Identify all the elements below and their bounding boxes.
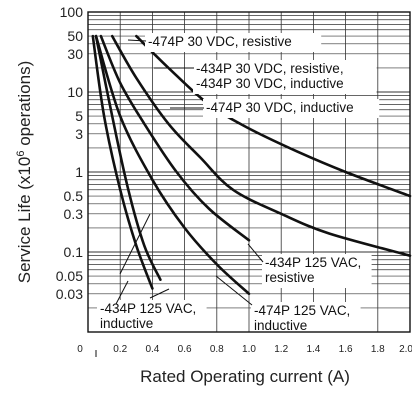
y-axis-label: Service Life (x106 operations) (15, 61, 34, 284)
annotation-text: inductive (254, 318, 307, 333)
y-axis-label-main: Service Life (x10 (15, 157, 34, 284)
annotation-leader (115, 280, 129, 305)
curves (91, 34, 412, 296)
x-tick-label: 1.2 (274, 344, 288, 355)
annotation-text: -434P 125 VAC, (100, 301, 196, 316)
annotation-text: -434P 30 VDC, resistive, (196, 61, 344, 76)
annotation-background (251, 302, 361, 336)
y-tick-label: 10 (67, 84, 83, 100)
series-line (94, 34, 251, 296)
tick-labels: 100 50 30 10 5 3 1 0.5 0.3 0.1 0.05 0.03 0 0.2 0.4 0.6 0… (56, 4, 412, 355)
y-tick-label: 0.03 (56, 286, 83, 302)
annotation-leader (119, 213, 151, 275)
annotation-background (97, 300, 207, 334)
annotation-text: -434P 125 VAC, (265, 255, 361, 270)
annotation-text: inductive (100, 316, 153, 331)
x-tick-label: 0.4 (145, 344, 159, 355)
x-tick-label: 2.0 (399, 344, 412, 355)
x-tick-label: 0 (77, 344, 83, 355)
y-axis-label-sup: 6 (15, 151, 27, 157)
annotation-background (145, 33, 322, 52)
x-tick-label: 0.6 (178, 344, 192, 355)
annotation-leader (247, 243, 264, 263)
series-line (110, 34, 412, 257)
x-tick-label: 0.8 (210, 344, 224, 355)
x-tick-label: 1.6 (339, 344, 353, 355)
annotation: -474P 30 VDC, resistive (127, 33, 322, 52)
annotation-text: -474P 125 VAC, (254, 303, 350, 318)
x-tick-label: 1.0 (242, 344, 256, 355)
x-axis-label: Rated Operating current (A) (140, 367, 350, 386)
y-tick-label: 0.5 (64, 188, 84, 204)
annotation-text: -434P 30 VDC, inductive (196, 76, 344, 91)
annotation-text: -474P 30 VDC, inductive (206, 100, 354, 115)
plot-frame (87, 11, 411, 333)
x-tick-label: 1.8 (371, 344, 385, 355)
y-tick-label: 5 (75, 108, 83, 124)
series-line (91, 34, 154, 290)
y-tick-label: 30 (67, 46, 83, 62)
annotation: -434P 125 VAC,resistive (247, 243, 372, 288)
annotation-text: -474P 30 VDC, resistive (148, 34, 292, 49)
x-tick-label: 1.4 (306, 344, 320, 355)
series-line (94, 34, 162, 281)
annotation-background (203, 99, 380, 118)
y-tick-label: 3 (75, 126, 83, 142)
y-tick-label: 50 (67, 28, 83, 44)
annotation-leader (127, 39, 147, 42)
y-tick-label: 0.05 (56, 268, 83, 284)
y-tick-label: 100 (60, 4, 84, 20)
y-tick-label: 0.3 (64, 206, 84, 222)
y-axis-label-tail: operations) (15, 61, 34, 151)
annotation: -434P 30 VDC, resistive,-434P 30 VDC, in… (154, 60, 377, 94)
annotation-background (262, 254, 372, 288)
annotation-background (193, 60, 377, 94)
x-tick-label: 0.2 (113, 344, 127, 355)
annotation-text: resistive (265, 270, 315, 285)
annotations: -474P 30 VDC, resistive -434P 30 VDC, res… (95, 33, 380, 357)
y-tick-label: 1 (75, 164, 83, 180)
annotation-leader (149, 288, 170, 299)
y-tick-label: 0.1 (64, 244, 84, 260)
annotation: -474P 125 VAC,inductive (215, 275, 361, 336)
annotation: -474P 30 VDC, inductive (170, 99, 380, 118)
annotation-leader (215, 275, 253, 306)
series-line (99, 34, 251, 242)
annotation: -434P 125 VAC,inductive (97, 288, 207, 334)
